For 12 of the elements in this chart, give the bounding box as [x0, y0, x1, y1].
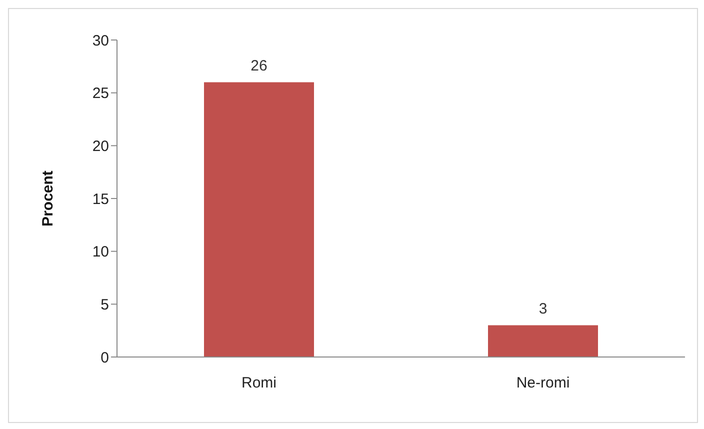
y-tick-label: 20: [92, 138, 109, 155]
y-axis-title: Procent: [39, 170, 56, 226]
y-tick-label: 25: [92, 85, 109, 102]
y-tick-label: 30: [92, 32, 109, 50]
y-tick-label: 5: [100, 296, 109, 314]
x-tick-label: Ne-romi: [516, 374, 570, 392]
y-tick-label: 10: [92, 244, 109, 261]
x-tick-label: Romi: [241, 374, 277, 392]
data-label: 26: [250, 57, 268, 74]
y-tick-label: 0: [100, 349, 109, 366]
y-tick-label: 15: [92, 190, 109, 208]
data-label: 3: [538, 300, 548, 318]
